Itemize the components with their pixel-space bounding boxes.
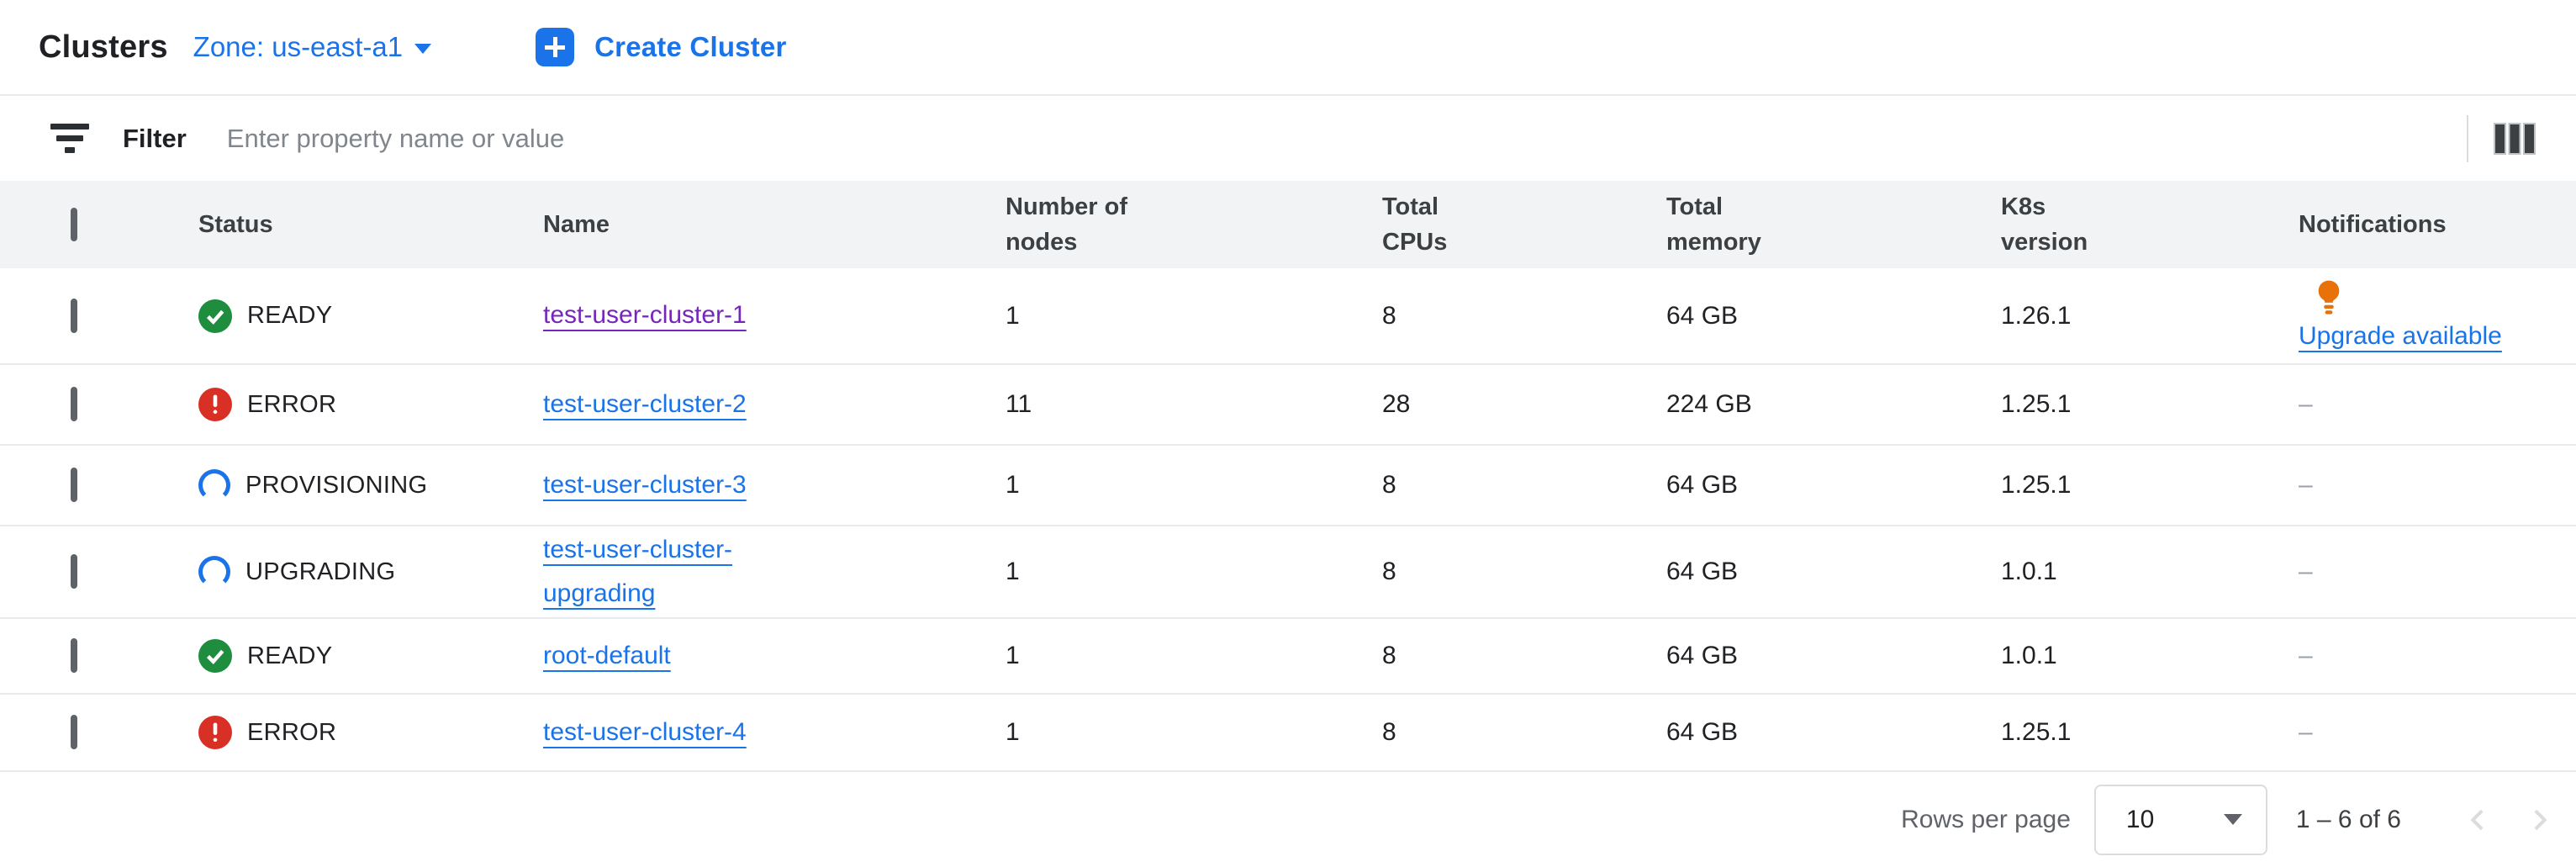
- create-cluster-label: Create Cluster: [594, 31, 787, 62]
- row-checkbox[interactable]: [71, 298, 77, 333]
- page-range-label: 1 – 6 of 6: [2295, 805, 2401, 833]
- status-label: READY: [247, 302, 333, 329]
- cpus-cell: 28: [1382, 363, 1666, 445]
- k8s-cell: 1.25.1: [2001, 363, 2299, 445]
- table-row: UPGRADING test-user-cluster- upgrading 1…: [0, 525, 2576, 618]
- status-error-icon: [198, 388, 232, 421]
- memory-cell: 64 GB: [1666, 525, 2001, 618]
- col-nodes: Number of nodes: [1006, 181, 1382, 268]
- memory-cell: 64 GB: [1666, 444, 2001, 526]
- cluster-name-link[interactable]: test-user-cluster- upgrading: [543, 535, 733, 608]
- zone-label: Zone: us-east-a1: [193, 31, 404, 62]
- nodes-cell: 1: [1006, 525, 1382, 618]
- status-ready-icon: [198, 639, 232, 673]
- no-notification-dash: –: [2299, 471, 2313, 499]
- cluster-name-link[interactable]: test-user-cluster-3: [543, 470, 747, 499]
- cpus-cell: 8: [1382, 525, 1666, 618]
- chevron-down-icon: [2223, 814, 2242, 825]
- col-notifications: Notifications: [2299, 181, 2576, 268]
- status-label: READY: [247, 642, 333, 669]
- previous-page-button[interactable]: [2462, 803, 2495, 837]
- status-label: ERROR: [247, 718, 337, 746]
- memory-cell: 64 GB: [1666, 693, 2001, 771]
- rows-per-page-label: Rows per page: [1901, 805, 2071, 833]
- table-row: ERROR test-user-cluster-4 1 8 64 GB 1.25…: [0, 693, 2576, 771]
- pagination-bar: Rows per page 10 1 – 6 of 6: [0, 772, 2576, 867]
- status-spinner-icon: [198, 556, 230, 588]
- filter-bar: Filter: [0, 96, 2576, 181]
- filter-label: Filter: [123, 123, 187, 153]
- cpus-cell: 8: [1382, 301, 1396, 330]
- col-status: Status: [198, 181, 543, 268]
- row-checkbox[interactable]: [71, 554, 77, 589]
- cpus-cell: 8: [1382, 693, 1666, 771]
- cluster-name-link[interactable]: root-default: [543, 641, 671, 669]
- page-header: Clusters Zone: us-east-a1 Create Cluster: [0, 0, 2576, 96]
- plus-icon: [536, 28, 575, 66]
- clusters-table: Status Name Number of nodes Total CPUs T…: [0, 181, 2576, 772]
- next-page-button[interactable]: [2522, 803, 2556, 837]
- filter-input[interactable]: [224, 122, 2450, 155]
- page-title: Clusters: [39, 29, 168, 65]
- k8s-cell: 1.26.1: [2001, 301, 2072, 330]
- status-label: UPGRADING: [245, 558, 396, 585]
- create-cluster-button[interactable]: Create Cluster: [536, 28, 786, 66]
- rows-per-page-value: 10: [2125, 805, 2155, 833]
- nodes-cell: 1: [1006, 301, 1020, 330]
- columns-icon: [2494, 122, 2536, 155]
- col-cpus: Total CPUs: [1382, 181, 1666, 268]
- cluster-name-link[interactable]: test-user-cluster-2: [543, 389, 747, 418]
- status-error-icon: [198, 716, 232, 749]
- cluster-name-link[interactable]: test-user-cluster-1: [543, 301, 747, 330]
- k8s-cell: 1.25.1: [2001, 444, 2299, 526]
- no-notification-dash: –: [2299, 390, 2313, 418]
- chevron-left-icon: [2470, 809, 2484, 830]
- memory-cell: 64 GB: [1666, 301, 1739, 330]
- nodes-cell: 1: [1006, 617, 1382, 694]
- col-memory: Total memory: [1666, 181, 2001, 268]
- column-display-button[interactable]: [2494, 122, 2536, 156]
- zone-selector[interactable]: Zone: us-east-a1: [193, 31, 432, 63]
- lightbulb-icon: [2318, 280, 2340, 315]
- k8s-cell: 1.0.1: [2001, 617, 2299, 694]
- chevron-down-icon: [414, 44, 432, 54]
- col-k8s: K8s version: [2001, 181, 2299, 268]
- no-notification-dash: –: [2299, 558, 2313, 585]
- nodes-cell: 1: [1006, 444, 1382, 526]
- memory-cell: 64 GB: [1666, 617, 2001, 694]
- filter-icon: [50, 123, 89, 154]
- table-header-row: Status Name Number of nodes Total CPUs T…: [0, 181, 2576, 268]
- select-all-checkbox[interactable]: [71, 207, 77, 241]
- table-row: PROVISIONING test-user-cluster-3 1 8 64 …: [0, 444, 2576, 526]
- cpus-cell: 8: [1382, 444, 1666, 526]
- chevron-right-icon: [2534, 809, 2547, 830]
- nodes-cell: 1: [1006, 693, 1382, 771]
- col-name: Name: [543, 181, 1006, 268]
- k8s-cell: 1.25.1: [2001, 693, 2299, 771]
- cpus-cell: 8: [1382, 617, 1666, 694]
- status-ready-icon: [198, 299, 232, 333]
- k8s-cell: 1.0.1: [2001, 525, 2299, 618]
- no-notification-dash: –: [2299, 718, 2313, 746]
- nodes-cell: 11: [1006, 363, 1382, 445]
- row-checkbox[interactable]: [71, 715, 77, 749]
- cluster-name-link[interactable]: test-user-cluster-4: [543, 717, 747, 746]
- status-spinner-icon: [198, 469, 230, 501]
- upgrade-available-link[interactable]: Upgrade available: [2299, 322, 2502, 350]
- table-row: READY test-user-cluster-1 1 8 64 GB 1.26…: [0, 268, 2576, 364]
- table-row: READY root-default 1 8 64 GB 1.0.1 –: [0, 617, 2576, 694]
- memory-cell: 224 GB: [1666, 363, 2001, 445]
- no-notification-dash: –: [2299, 642, 2313, 669]
- status-label: ERROR: [247, 390, 337, 418]
- rows-per-page-select[interactable]: 10: [2093, 784, 2267, 855]
- row-checkbox[interactable]: [71, 638, 77, 673]
- row-checkbox[interactable]: [71, 387, 77, 421]
- table-row: ERROR test-user-cluster-2 11 28 224 GB 1…: [0, 363, 2576, 445]
- status-label: PROVISIONING: [245, 471, 428, 499]
- row-checkbox[interactable]: [71, 468, 77, 502]
- divider: [2467, 114, 2468, 162]
